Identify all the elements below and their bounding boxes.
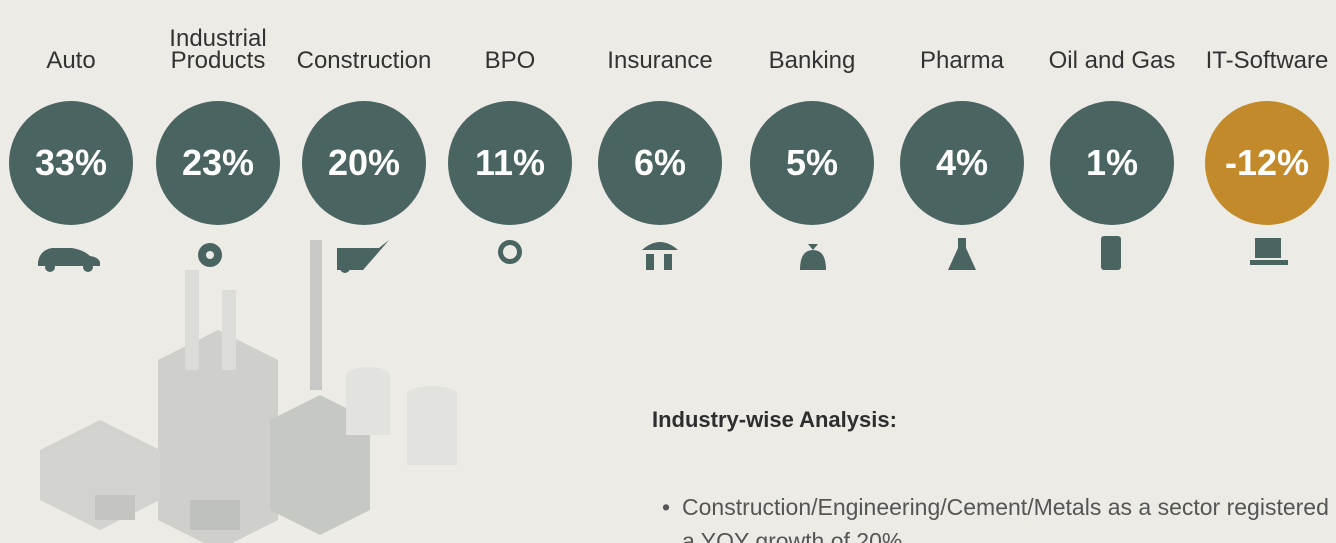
industry-value: 6% [598,101,722,225]
industry-value: 11% [448,101,572,225]
industry-value: -12% [1205,101,1329,225]
industry-value: 20% [302,101,426,225]
factory-illustration [40,240,457,543]
industry-value: 1% [1050,101,1174,225]
industry-label: Industrial Products [143,4,293,72]
industry-label: IT-Software [1192,4,1336,72]
industry-label: Pharma [887,4,1037,72]
illustrations [0,0,1336,543]
heading: Industry-wise Analysis: [652,407,897,433]
infographic: Industry-wise Analysis: Construction/Eng… [0,0,1336,543]
industry-label: Banking [737,4,887,72]
bullet-list: Construction/Engineering/Cement/Metals a… [650,490,1330,543]
industry-value: 33% [9,101,133,225]
industry-label: Insurance [585,4,735,72]
industry-value: 23% [156,101,280,225]
industry-label: Oil and Gas [1037,4,1187,72]
industry-label: Construction [289,4,439,72]
industry-value: 4% [900,101,1024,225]
industry-value: 5% [750,101,874,225]
icons [38,236,1288,273]
bullet: Construction/Engineering/Cement/Metals a… [650,490,1330,543]
industry-label: BPO [435,4,585,72]
industry-label: Auto [0,4,146,72]
